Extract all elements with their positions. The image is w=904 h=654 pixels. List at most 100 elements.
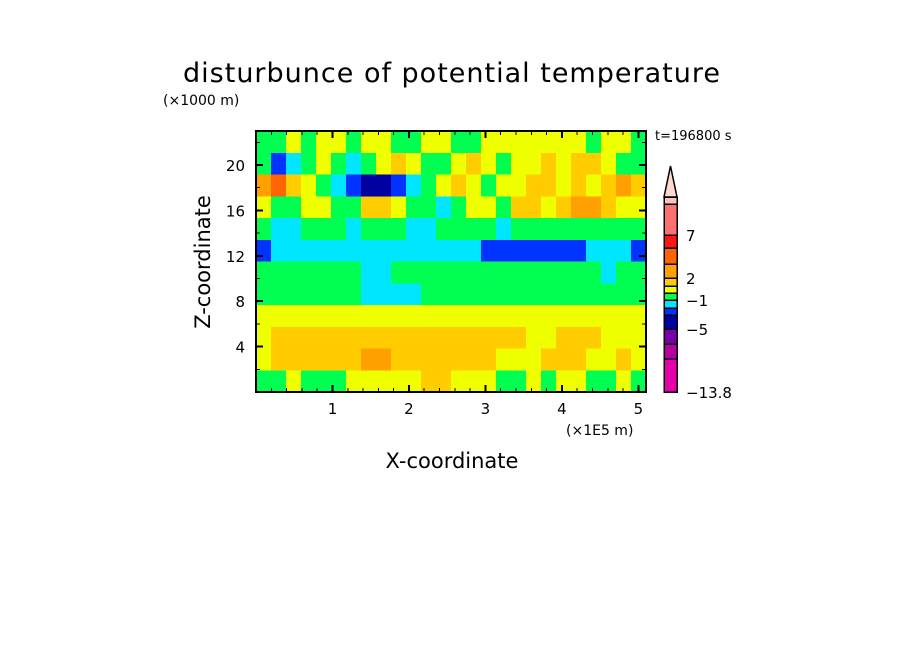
contour-cell <box>586 305 602 328</box>
contour-cell <box>286 261 302 284</box>
contour-cell <box>481 261 497 284</box>
contour-cell <box>421 218 437 241</box>
contour-cell <box>466 218 482 241</box>
contour-cell <box>316 326 332 350</box>
contour-cell <box>541 131 557 154</box>
contour-cell <box>496 131 512 154</box>
contour-cell <box>331 370 347 393</box>
contour-cell <box>301 239 317 263</box>
contour-cell <box>346 261 362 284</box>
contour-cell <box>391 370 407 393</box>
contour-cell <box>376 261 392 284</box>
contour-cell <box>631 261 647 284</box>
contour-cell <box>541 305 557 328</box>
colorbar-segment <box>663 277 678 287</box>
colorbar-segment <box>663 263 678 279</box>
contour-cell <box>271 196 287 219</box>
contour-cell <box>556 152 572 176</box>
contour-cell <box>391 239 407 263</box>
contour-cell <box>271 283 287 306</box>
contour-cell <box>586 326 602 350</box>
contour-cell <box>256 196 272 219</box>
contour-cell <box>406 174 422 197</box>
contour-cell <box>601 261 617 284</box>
contour-cell <box>466 196 482 219</box>
contour-cell <box>496 326 512 350</box>
contour-cell <box>481 283 497 306</box>
contour-cell <box>256 218 272 241</box>
contour-cell <box>571 196 587 219</box>
contour-cell <box>466 370 482 393</box>
contour-cell <box>511 131 527 154</box>
contour-cell <box>286 370 302 393</box>
contour-cell <box>256 283 272 306</box>
contour-cell <box>361 326 377 350</box>
contour-cell <box>616 283 632 306</box>
contour-cell <box>631 305 647 328</box>
y-axis-unit: (×1000 m) <box>163 93 240 109</box>
colorbar-segment <box>663 328 678 345</box>
contour-cell <box>526 218 542 241</box>
y-tick-label: 8 <box>235 293 245 311</box>
contour-cell <box>556 218 572 241</box>
contour-cell <box>316 261 332 284</box>
contour-cell <box>421 261 437 284</box>
contour-cell <box>406 152 422 176</box>
contour-cell <box>541 261 557 284</box>
contour-cell <box>616 326 632 350</box>
contour-cell <box>256 348 272 371</box>
contour-cell <box>541 283 557 306</box>
contour-cell <box>526 152 542 176</box>
contour-cell <box>631 239 647 263</box>
contour-cell <box>421 152 437 176</box>
contour-cell <box>286 218 302 241</box>
contour-cell <box>541 218 557 241</box>
contour-cell <box>316 370 332 393</box>
contour-cell <box>421 370 437 393</box>
contour-cell <box>331 348 347 371</box>
contour-cell <box>286 152 302 176</box>
contour-cell <box>481 174 497 197</box>
contour-cell <box>526 131 542 154</box>
contour-cell <box>421 326 437 350</box>
contour-cell <box>316 174 332 197</box>
x-tick-label: 2 <box>404 400 414 418</box>
contour-cell <box>391 131 407 154</box>
contour-cell <box>466 152 482 176</box>
contour-cell <box>571 174 587 197</box>
contour-cell <box>616 239 632 263</box>
contour-cell <box>451 348 467 371</box>
contour-cell <box>601 218 617 241</box>
contour-cell <box>361 305 377 328</box>
contour-cell <box>271 239 287 263</box>
contour-cell <box>616 370 632 393</box>
contour-cell <box>541 348 557 371</box>
contour-cell <box>286 196 302 219</box>
contour-cell <box>496 305 512 328</box>
contour-cell <box>511 326 527 350</box>
contour-cell <box>436 370 452 393</box>
contour-cell <box>481 131 497 154</box>
contour-cell <box>406 218 422 241</box>
contour-cell <box>511 218 527 241</box>
contour-cell <box>526 326 542 350</box>
contour-cell <box>466 305 482 328</box>
colorbar-extend-arrow <box>663 165 678 198</box>
y-tick-label: 20 <box>226 157 245 175</box>
contour-cell <box>406 348 422 371</box>
contour-cell <box>316 218 332 241</box>
contour-cell <box>541 152 557 176</box>
contour-cell <box>376 174 392 197</box>
contour-cell <box>286 283 302 306</box>
contour-cell <box>301 305 317 328</box>
contour-cell <box>316 131 332 154</box>
contour-cell <box>376 370 392 393</box>
contour-cell <box>421 283 437 306</box>
contour-cell <box>391 218 407 241</box>
y-tick-label: 16 <box>226 202 245 220</box>
colorbar-segment <box>663 307 678 316</box>
contour-cell <box>346 283 362 306</box>
contour-cell <box>511 348 527 371</box>
contour-cell <box>271 370 287 393</box>
